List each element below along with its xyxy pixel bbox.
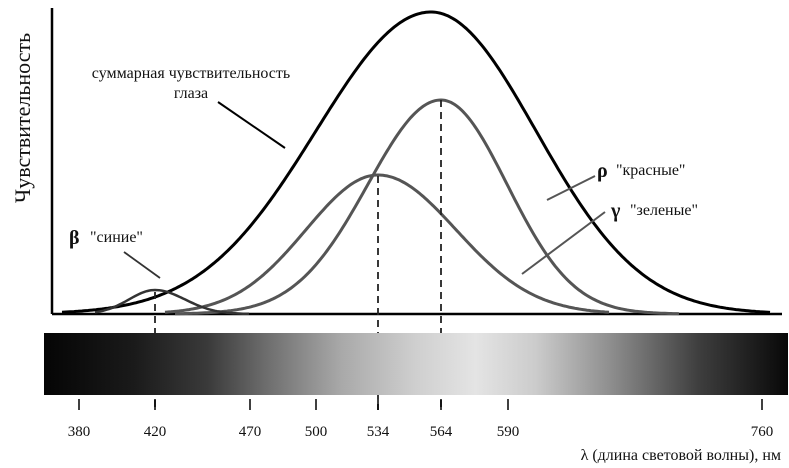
tick-label-534: 534: [367, 424, 390, 440]
rho-leader-line: [547, 176, 595, 200]
y-axis-label: Чувствительность: [10, 33, 35, 203]
beta-label: "синие": [90, 229, 143, 246]
gamma-label: "зеленые": [630, 202, 698, 219]
spectrum-bar: [44, 333, 788, 395]
gamma-symbol: γ: [610, 200, 621, 222]
tick-label-380: 380: [68, 424, 91, 440]
total-label-line1: суммарная чувствительность: [92, 65, 290, 82]
rho-symbol: ρ: [597, 160, 608, 182]
gamma-leader-line: [522, 212, 605, 274]
green-cone-curve: [165, 175, 609, 312]
tick-label-500: 500: [305, 424, 328, 440]
red-cone-curve: [175, 100, 679, 314]
tick-label-760: 760: [751, 424, 774, 440]
rho-label: "красные": [616, 162, 685, 179]
tick-label-590: 590: [497, 424, 520, 440]
x-axis-label: λ (длина световой волны), нм: [581, 447, 781, 464]
x-tick-marks: [79, 399, 762, 410]
tick-label-420: 420: [144, 424, 167, 440]
total-label-line2: глаза: [174, 85, 208, 102]
beta-leader-line: [124, 252, 160, 278]
beta-symbol: β: [69, 227, 80, 249]
tick-label-470: 470: [239, 424, 262, 440]
total-leader-line: [218, 102, 285, 148]
tick-label-564: 564: [430, 424, 453, 440]
